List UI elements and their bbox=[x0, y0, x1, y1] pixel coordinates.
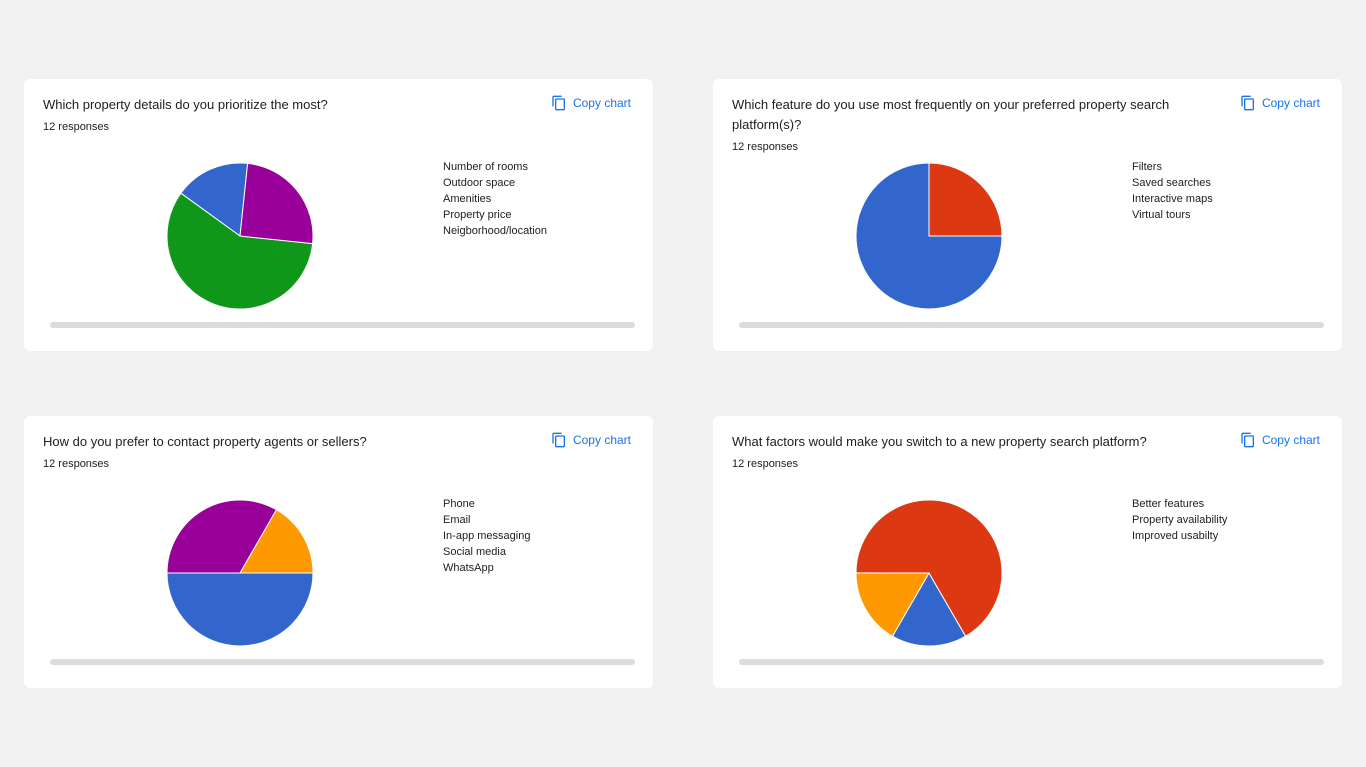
pie-slice bbox=[239, 162, 314, 245]
copy-chart-button[interactable]: Copy chart bbox=[551, 432, 631, 448]
pie-slice bbox=[166, 192, 314, 310]
title-block: What factors would make you switch to a … bbox=[732, 432, 1202, 471]
pie-slice bbox=[180, 162, 249, 237]
response-count: 12 responses bbox=[43, 121, 110, 133]
legend-label: Filters bbox=[1132, 161, 1162, 173]
copy-chart-label[interactable]: Copy chart bbox=[572, 96, 631, 110]
title-block: Which feature do you use most frequently… bbox=[732, 95, 1202, 154]
legend-label: WhatsApp bbox=[443, 562, 494, 574]
copy-icon bbox=[552, 432, 565, 448]
legend-label: Saved searches bbox=[1132, 177, 1211, 189]
pie-slice bbox=[855, 162, 1003, 310]
legend-label: In-app messaging bbox=[443, 530, 530, 542]
pie-slice bbox=[239, 509, 314, 574]
legend-label: Outdoor space bbox=[443, 177, 515, 189]
response-count: 12 responses bbox=[732, 458, 799, 470]
copy-chart-button[interactable]: Copy chart bbox=[1240, 432, 1320, 448]
pie-slice bbox=[891, 572, 967, 647]
legend-label: Property availability bbox=[1132, 514, 1228, 526]
copy-icon bbox=[1241, 95, 1254, 111]
question-title: Which feature do you use most frequently… bbox=[732, 97, 1170, 132]
copy-chart-label[interactable]: Copy chart bbox=[1261, 96, 1320, 110]
copy-icon-shape bbox=[1241, 432, 1254, 448]
legend-label: Number of rooms bbox=[443, 161, 528, 173]
scrollbar bbox=[739, 322, 1324, 328]
pie-slice bbox=[166, 572, 314, 647]
legend-label: Property price bbox=[443, 209, 511, 221]
legend-label: Neigborhood/location bbox=[443, 225, 547, 237]
copy-icon bbox=[552, 95, 565, 111]
title-block: Which property details do you prioritize… bbox=[43, 95, 513, 134]
legend-label: Better features bbox=[1132, 498, 1205, 510]
title-block: How do you prefer to contact property ag… bbox=[43, 432, 513, 471]
pie-slice bbox=[855, 499, 1003, 637]
copy-chart-button[interactable]: Copy chart bbox=[1240, 95, 1320, 111]
question-title: What factors would make you switch to a … bbox=[732, 434, 1147, 449]
legend-label: Social media bbox=[443, 546, 507, 558]
pie-slice bbox=[855, 572, 930, 637]
legend-label: Interactive maps bbox=[1132, 193, 1213, 205]
question-title: Which property details do you prioritize… bbox=[43, 97, 328, 112]
copy-chart-button[interactable]: Copy chart bbox=[551, 95, 631, 111]
copy-icon bbox=[1241, 432, 1254, 448]
copy-icon-shape bbox=[552, 432, 565, 448]
legend-label: Improved usabilty bbox=[1132, 530, 1219, 542]
copy-chart-label[interactable]: Copy chart bbox=[1261, 433, 1320, 447]
scrollbar bbox=[50, 659, 635, 665]
copy-icon-shape bbox=[552, 95, 565, 111]
scrollbar bbox=[50, 322, 635, 328]
pie-slice bbox=[166, 499, 278, 574]
response-count: 12 responses bbox=[43, 458, 110, 470]
copy-icon-shape bbox=[1241, 95, 1254, 111]
legend-label: Virtual tours bbox=[1132, 209, 1191, 221]
scrollbar bbox=[739, 659, 1324, 665]
legend-label: Phone bbox=[443, 498, 475, 510]
copy-chart-label[interactable]: Copy chart bbox=[572, 433, 631, 447]
legend-label: Email bbox=[443, 514, 471, 526]
legend-label: Amenities bbox=[443, 193, 492, 205]
pie-slice bbox=[928, 162, 1003, 237]
question-title: How do you prefer to contact property ag… bbox=[43, 434, 367, 449]
response-count: 12 responses bbox=[732, 141, 799, 153]
